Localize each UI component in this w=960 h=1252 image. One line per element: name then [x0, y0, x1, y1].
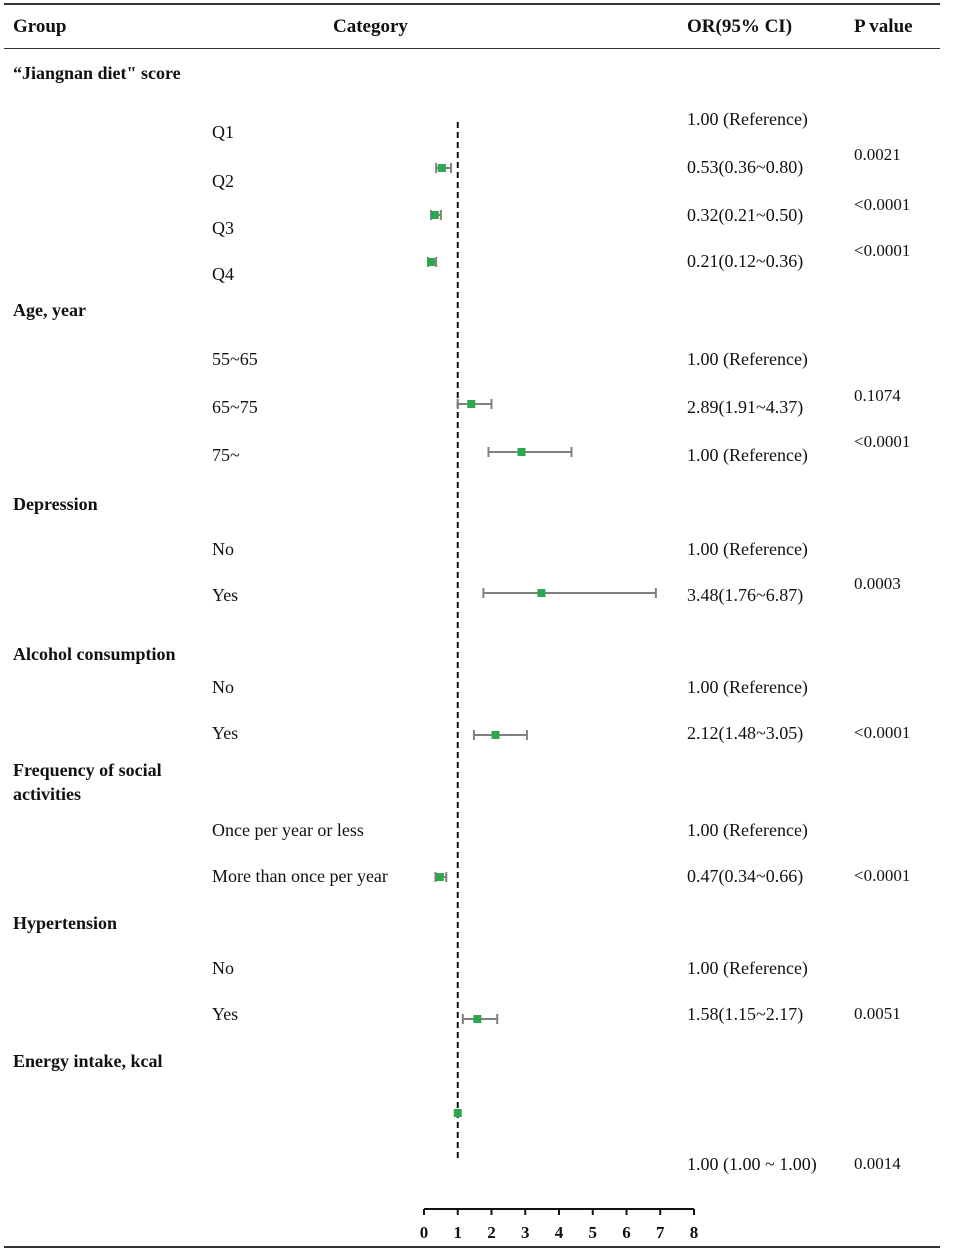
x-tick-label: 0	[420, 1223, 429, 1242]
category-age-65-75: 65~75	[212, 397, 258, 417]
point-estimate	[453, 1109, 462, 1117]
or-social-more-than-once: 0.47(0.34~0.66)	[687, 866, 804, 886]
group-label-alcohol: Alcohol consumption	[13, 644, 176, 664]
or-hypertension-no: 1.00 (Reference)	[687, 958, 808, 978]
estimate-2	[430, 210, 442, 220]
point-estimate	[467, 400, 476, 408]
or-alcohol-yes: 2.12(1.48~3.05)	[687, 723, 804, 743]
p-social-more-than-once: <0.0001	[854, 866, 911, 885]
category-age-55-65: 55~65	[212, 349, 258, 369]
or-depression-no: 1.00 (Reference)	[687, 539, 808, 559]
point-estimate	[437, 164, 446, 172]
or-energy-intake: 1.00 (1.00 ~ 1.00)	[687, 1154, 817, 1174]
point-estimate	[491, 731, 500, 739]
estimate-4	[456, 399, 493, 409]
or-depression-yes: 3.48(1.76~6.87)	[687, 585, 804, 605]
estimate-3	[427, 257, 438, 267]
p-q4: <0.0001	[854, 241, 911, 260]
category-alcohol-yes: Yes	[212, 723, 239, 743]
point-estimate	[427, 258, 436, 266]
category-depression-yes: Yes	[212, 585, 239, 605]
or-q3: 0.32(0.21~0.50)	[687, 205, 804, 225]
header-p-value: P value	[854, 16, 913, 37]
p-age-65-75: 0.1074	[854, 386, 901, 405]
top-rule	[4, 3, 940, 5]
category-hypertension-no: No	[212, 958, 234, 978]
category-q2: Q2	[212, 171, 234, 191]
category-q1: Q1	[212, 122, 234, 142]
category-age-75: 75~	[212, 445, 240, 465]
p-hypertension-yes: 0.0051	[854, 1004, 901, 1023]
category-social-more-than-once: More than once per year	[212, 866, 388, 886]
or-age-65-75: 2.89(1.91~4.37)	[687, 397, 804, 417]
x-tick-label: 6	[622, 1223, 631, 1242]
header-or: OR(95% CI)	[687, 16, 793, 37]
estimate-5	[487, 447, 573, 457]
or-q1: 1.00 (Reference)	[687, 109, 808, 129]
p-energy-intake: 0.0014	[854, 1154, 901, 1173]
x-tick-label: 4	[555, 1223, 564, 1242]
group-label-hypertension: Hypertension	[13, 913, 118, 933]
group-label-age: Age, year	[13, 300, 86, 320]
x-tick-label: 8	[690, 1223, 699, 1242]
p-q2: 0.0021	[854, 145, 901, 164]
or-alcohol-no: 1.00 (Reference)	[687, 677, 808, 697]
group-label-social-activities: Frequency of social activities	[13, 760, 162, 804]
header-rule	[4, 48, 940, 49]
header-group: Group	[13, 16, 67, 37]
category-q3: Q3	[212, 218, 234, 238]
category-hypertension-yes: Yes	[212, 1004, 239, 1024]
point-estimate	[473, 1015, 482, 1023]
bottom-rule	[4, 1246, 940, 1248]
p-q3: <0.0001	[854, 195, 911, 214]
group-label-energy-intake: Energy intake, kcal	[13, 1051, 163, 1071]
x-tick-label: 7	[656, 1223, 665, 1242]
p-age-75: <0.0001	[854, 432, 911, 451]
or-age-55-65: 1.00 (Reference)	[687, 349, 808, 369]
point-estimate	[430, 211, 439, 219]
x-tick-label: 2	[487, 1223, 496, 1242]
x-tick-label: 5	[589, 1223, 598, 1242]
x-tick-label: 3	[521, 1223, 530, 1242]
or-social-once-or-less: 1.00 (Reference)	[687, 820, 808, 840]
group-label-depression: Depression	[13, 494, 98, 514]
or-q4: 0.21(0.12~0.36)	[687, 251, 804, 271]
estimate-1	[435, 163, 452, 173]
or-hypertension-yes: 1.58(1.15~2.17)	[687, 1004, 804, 1024]
category-social-once-or-less: Once per year or less	[212, 820, 364, 840]
estimate-10	[453, 1109, 462, 1117]
or-q2: 0.53(0.36~0.80)	[687, 157, 804, 177]
or-age-75: 1.00 (Reference)	[687, 445, 808, 465]
point-estimate	[435, 873, 444, 881]
p-depression-yes: 0.0003	[854, 574, 901, 593]
estimate-9	[461, 1014, 499, 1024]
category-depression-no: No	[212, 539, 234, 559]
category-alcohol-no: No	[212, 677, 234, 697]
point-estimate	[537, 589, 546, 597]
point-estimate	[517, 448, 526, 456]
category-q4: Q4	[212, 264, 234, 284]
estimate-8	[434, 872, 448, 882]
group-label-jiangnan-diet: “Jiangnan diet" score	[13, 63, 181, 83]
header-category: Category	[333, 16, 408, 37]
estimate-7	[472, 730, 528, 740]
p-alcohol-yes: <0.0001	[854, 723, 911, 742]
x-tick-label: 1	[454, 1223, 463, 1242]
estimate-6	[482, 588, 657, 598]
